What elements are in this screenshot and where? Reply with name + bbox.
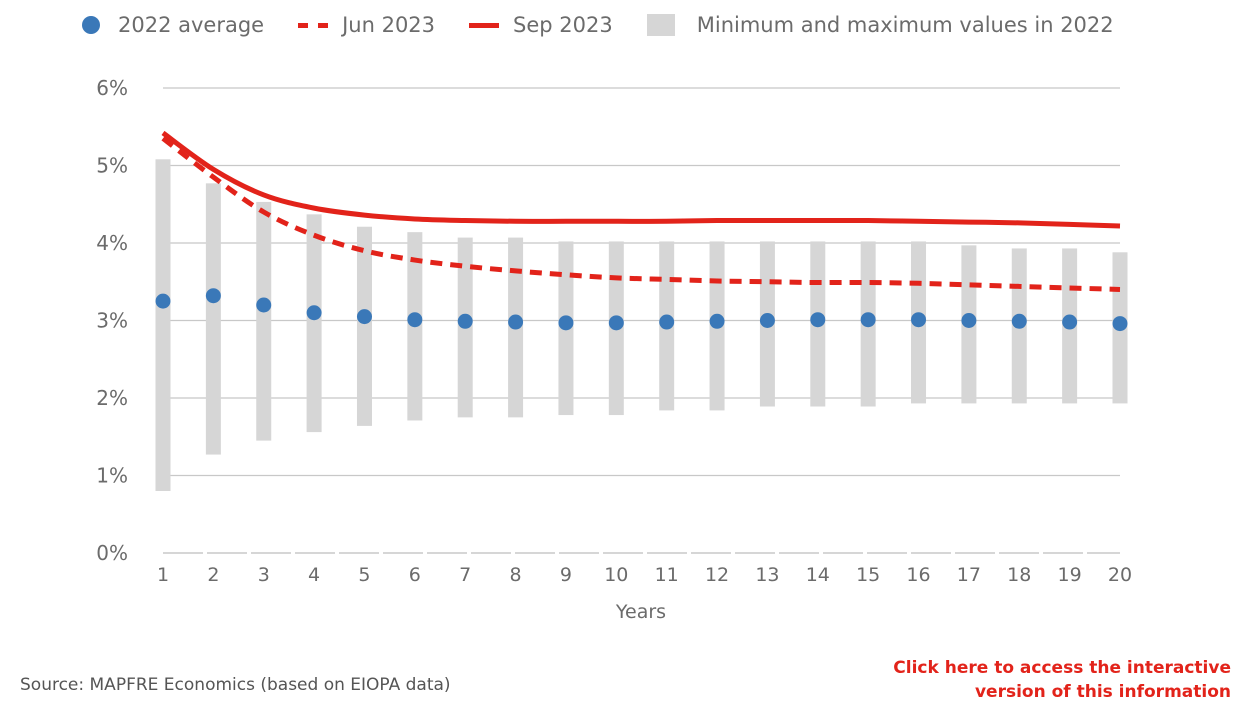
legend-label-jun: Jun 2023 <box>342 13 436 37</box>
range-bar <box>155 159 171 492</box>
y-tick-label: 3% <box>96 309 128 333</box>
legend-item-average: 2022 average <box>82 13 264 37</box>
x-tick-label: 17 <box>957 564 981 586</box>
average-dot <box>860 312 876 328</box>
x-tick-label: 4 <box>308 564 320 586</box>
range-bar <box>256 201 272 441</box>
x-tick-label: 19 <box>1058 564 1082 586</box>
x-tick-label: 9 <box>560 564 572 586</box>
average-dot <box>608 315 624 331</box>
average-dot <box>558 315 574 331</box>
x-tick-label: 1 <box>157 564 169 586</box>
x-tick-label: 14 <box>806 564 830 586</box>
link-line-2: version of this information <box>974 682 1231 702</box>
x-axis-ticks: 1 2 3 4 5 6 7 8 9 10 11 12 13 14 15 16 17 18 19 20 <box>157 564 1132 586</box>
average-dot <box>709 313 725 329</box>
y-tick-label: 0% <box>96 541 128 565</box>
chart-legend: 2022 average Jun 2023 Sep 2023 Minimum a… <box>82 8 1148 42</box>
average-dot <box>1011 313 1027 329</box>
range-bar <box>205 183 221 455</box>
average-dot <box>911 312 927 328</box>
average-dot <box>256 297 272 313</box>
gridlines <box>163 87 1120 554</box>
x-tick-label: 15 <box>856 564 880 586</box>
x-tick-label: 3 <box>258 564 270 586</box>
x-tick-label: 8 <box>510 564 522 586</box>
average-dot <box>1112 316 1128 332</box>
y-tick-label: 2% <box>96 386 128 410</box>
average-dot <box>961 313 977 328</box>
link-line-1: Click here to access the interactive <box>893 658 1231 678</box>
average-dots <box>155 288 1128 332</box>
x-tick-label: 11 <box>655 564 679 586</box>
x-tick-label: 20 <box>1108 564 1132 586</box>
x-tick-label: 18 <box>1007 564 1031 586</box>
average-dot <box>457 313 473 329</box>
average-dot <box>306 305 322 321</box>
average-dot <box>155 293 171 309</box>
range-bar <box>356 226 372 426</box>
series-line-jun <box>161 136 1121 292</box>
x-tick-label: 5 <box>358 564 370 586</box>
legend-dashed-line-icon <box>298 22 329 28</box>
y-tick-label: 4% <box>96 231 128 255</box>
average-dot <box>407 312 423 328</box>
legend-dot-icon <box>82 16 100 34</box>
average-dot <box>205 288 221 304</box>
average-dot <box>810 312 826 328</box>
x-axis-label: Years <box>615 601 666 623</box>
range-bar <box>306 214 322 433</box>
interactive-version-link[interactable]: Click here to access the interactive ver… <box>893 656 1231 704</box>
average-dot <box>1062 314 1078 330</box>
legend-item-sep: Sep 2023 <box>469 13 613 37</box>
legend-label-range: Minimum and maximum values in 2022 <box>696 13 1114 37</box>
y-tick-label: 1% <box>96 464 128 488</box>
series-lines <box>161 130 1121 292</box>
average-dot <box>508 314 524 330</box>
average-dot <box>356 309 372 325</box>
x-tick-label: 10 <box>604 564 628 586</box>
y-axis-ticks: 0% 1% 2% 3% 4% 5% 6% <box>96 76 128 565</box>
legend-item-jun: Jun 2023 <box>298 13 435 37</box>
average-dot <box>659 314 675 330</box>
yield-curve-chart: 0%1%2%3%4%5%6% 1 2 3 4 5 6 7 8 9 10 11 12 13 14 15 16 17… <box>96 76 1132 623</box>
x-tick-label: 7 <box>459 564 471 586</box>
legend-range-box-icon <box>646 14 675 36</box>
x-tick-label: 2 <box>207 564 219 586</box>
range-bars <box>155 159 1128 492</box>
legend-label-sep: Sep 2023 <box>513 13 613 37</box>
legend-label-average: 2022 average <box>118 13 265 37</box>
source-note: Source: MAPFRE Economics (based on EIOPA… <box>20 675 451 695</box>
average-dot <box>759 313 775 328</box>
x-tick-label: 13 <box>755 564 779 586</box>
legend-solid-line-icon <box>469 22 500 28</box>
x-tick-label: 6 <box>409 564 421 586</box>
x-tick-label: 16 <box>906 564 930 586</box>
y-tick-label: 5% <box>96 154 128 178</box>
x-tick-label: 12 <box>705 564 729 586</box>
series-line-sep <box>161 130 1121 229</box>
y-tick-label: 6% <box>96 76 128 100</box>
legend-item-range: Minimum and maximum values in 2022 <box>646 13 1114 37</box>
